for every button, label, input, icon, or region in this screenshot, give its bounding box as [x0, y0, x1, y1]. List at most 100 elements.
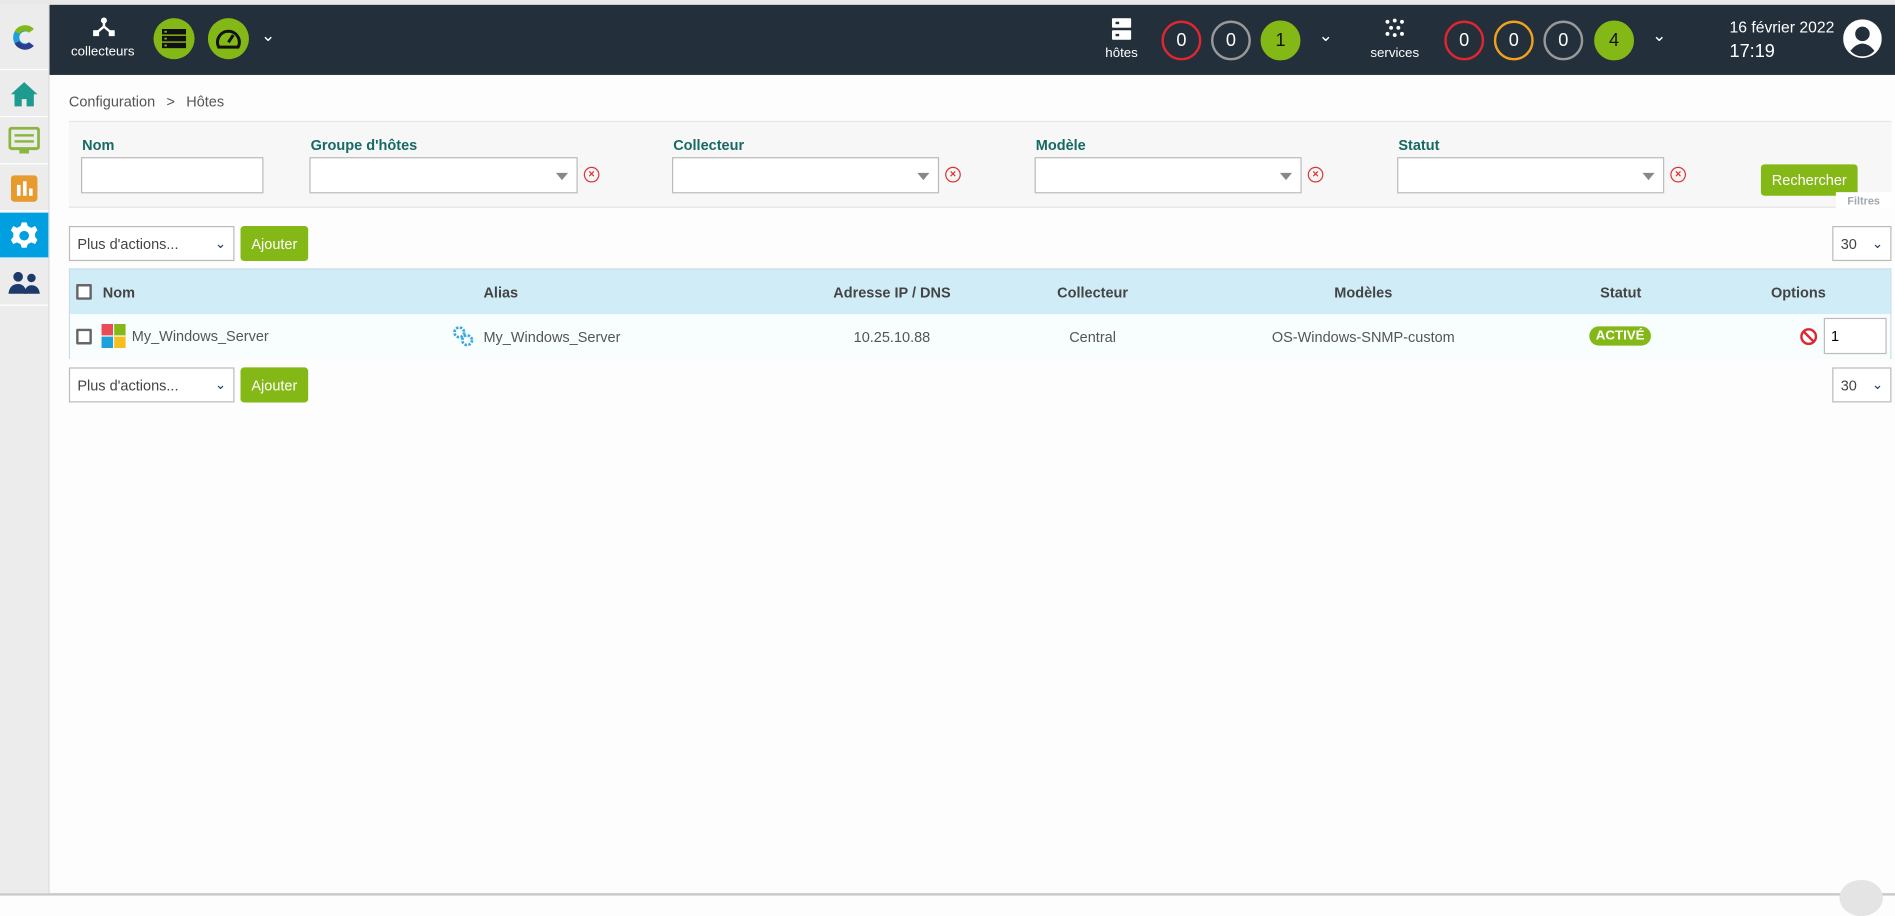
header-alias[interactable]: Alias [483, 284, 519, 301]
header-poller: Collecteur [1057, 284, 1129, 301]
row-checkbox[interactable] [76, 328, 92, 345]
page-size-value: 30 [1840, 376, 1857, 394]
filters-panel: Nom Groupe d'hôtes × Collecteur × Modèle… [68, 120, 1892, 210]
dropdown-arrow-icon [1279, 172, 1292, 181]
filter-hostgroup-select[interactable] [309, 157, 578, 194]
services-count-3[interactable]: 4 [1594, 20, 1635, 61]
more-actions-value: Plus d'actions... [77, 376, 179, 394]
filter-status-select[interactable] [1397, 157, 1665, 194]
status-badge: ACTIVÉ [1589, 326, 1651, 346]
add-button-top[interactable]: Ajouter [240, 226, 309, 262]
hosts-count-1[interactable]: 0 [1211, 20, 1251, 61]
hosts-count-2[interactable]: 1 [1260, 20, 1301, 61]
filter-poller-label: Collecteur [673, 136, 745, 154]
latency-status-button[interactable] [207, 18, 249, 60]
table-header: Nom Alias Adresse IP / DNS Collecteur Mo… [70, 269, 1891, 315]
chevron-down-icon: ⌄ [1871, 378, 1883, 393]
clear-status-icon[interactable]: × [1670, 166, 1686, 183]
filter-name-input[interactable] [80, 157, 264, 194]
services-count-2[interactable]: 0 [1543, 20, 1584, 61]
gears-icon [453, 326, 474, 347]
add-button-bottom[interactable]: Ajouter [240, 367, 309, 403]
database-status-button[interactable] [153, 18, 195, 60]
filter-poller-select[interactable] [671, 157, 940, 194]
hosts-count-0[interactable]: 0 [1161, 20, 1202, 61]
header-status: Statut [1600, 284, 1642, 301]
breadcrumb-hosts[interactable]: Hôtes [186, 93, 225, 110]
select-all-checkbox[interactable] [76, 284, 92, 300]
header-name[interactable]: Nom [102, 284, 135, 301]
services-icon [1385, 18, 1404, 37]
duplicate-count-input[interactable] [1823, 317, 1887, 355]
users-icon [8, 271, 40, 294]
page-size-select-bottom[interactable]: 30 ⌄ [1832, 367, 1892, 403]
clear-hostgroup-icon[interactable]: × [583, 166, 600, 183]
nav-administration[interactable] [0, 260, 49, 306]
clear-poller-icon[interactable]: × [945, 166, 961, 183]
hosts-label: hôtes [1105, 45, 1138, 61]
services-chevron-down-icon[interactable]: ⌄ [1652, 25, 1667, 45]
filter-template-label: Modèle [1035, 136, 1086, 154]
clear-template-icon[interactable]: × [1307, 166, 1324, 183]
pollers-label: collecteurs [70, 44, 135, 60]
centreon-logo[interactable] [0, 5, 49, 71]
nav-configuration[interactable] [0, 212, 49, 259]
date: 16 février 2022 [1729, 18, 1835, 37]
gear-icon [10, 221, 38, 248]
nav-reporting[interactable] [0, 166, 49, 212]
nav-monitoring[interactable] [0, 118, 49, 165]
windows-os-icon [101, 323, 126, 349]
table-row: My_Windows_Server My_Windows_Server 10.2… [70, 314, 1891, 359]
chevron-down-icon: ⌄ [214, 378, 227, 393]
services-label: services [1370, 45, 1420, 61]
breadcrumb-separator: > [166, 93, 175, 110]
more-actions-select-top[interactable]: Plus d'actions... ⌄ [68, 226, 235, 262]
server-stack-icon [161, 29, 187, 49]
more-actions-value: Plus d'actions... [77, 235, 179, 252]
pollers-chevron-down-icon[interactable]: ⌄ [261, 25, 276, 45]
host-alias: My_Windows_Server [483, 328, 621, 346]
chart-icon [10, 174, 38, 202]
filter-template-select[interactable] [1034, 157, 1302, 194]
time: 17:19 [1729, 41, 1775, 62]
user-avatar-icon[interactable] [1843, 19, 1882, 59]
host-name-link[interactable]: My_Windows_Server [131, 327, 269, 345]
hosts-chevron-down-icon[interactable]: ⌄ [1318, 25, 1333, 45]
dropdown-arrow-icon [555, 172, 569, 181]
nav-home[interactable] [0, 71, 49, 118]
hosts-table: Nom Alias Adresse IP / DNS Collecteur Mo… [68, 268, 1892, 359]
chevron-down-icon: ⌄ [214, 236, 227, 252]
pollers-icon [93, 17, 115, 37]
header-options: Options [1770, 284, 1826, 301]
dropdown-arrow-icon [1642, 172, 1655, 181]
more-actions-select-bottom[interactable]: Plus d'actions... ⌄ [68, 367, 235, 403]
filter-name-label: Nom [82, 136, 115, 154]
host-poller: Central [1069, 328, 1116, 346]
disable-icon[interactable] [1800, 328, 1818, 346]
dropdown-arrow-icon [917, 172, 930, 181]
chevron-down-icon: ⌄ [1871, 236, 1883, 252]
page-size-value: 30 [1840, 235, 1857, 252]
home-icon [10, 81, 38, 106]
gauge-icon [216, 29, 241, 49]
services-count-0[interactable]: 0 [1444, 20, 1485, 61]
search-button[interactable]: Rechercher [1760, 164, 1858, 196]
header-templates: Modèles [1334, 284, 1393, 301]
header-ip: Adresse IP / DNS [833, 284, 951, 301]
page-size-select-top[interactable]: 30 ⌄ [1832, 226, 1892, 262]
logo-icon [13, 24, 34, 50]
services-count-1[interactable]: 0 [1493, 20, 1534, 61]
hosts-icon [1111, 18, 1132, 40]
filter-status-label: Statut [1398, 136, 1440, 154]
filters-toggle-tab[interactable]: Filtres [1835, 192, 1892, 210]
breadcrumb-configuration[interactable]: Configuration [68, 93, 156, 110]
host-ip: 10.25.10.88 [853, 328, 931, 346]
filter-hostgroup-label: Groupe d'hôtes [310, 136, 418, 154]
monitor-list-icon [8, 126, 40, 153]
host-templates: OS-Windows-SNMP-custom [1271, 328, 1455, 346]
breadcrumb: Configuration > Hôtes [69, 93, 224, 110]
scroll-top-button[interactable] [1839, 879, 1883, 916]
sidebar [0, 4, 50, 894]
